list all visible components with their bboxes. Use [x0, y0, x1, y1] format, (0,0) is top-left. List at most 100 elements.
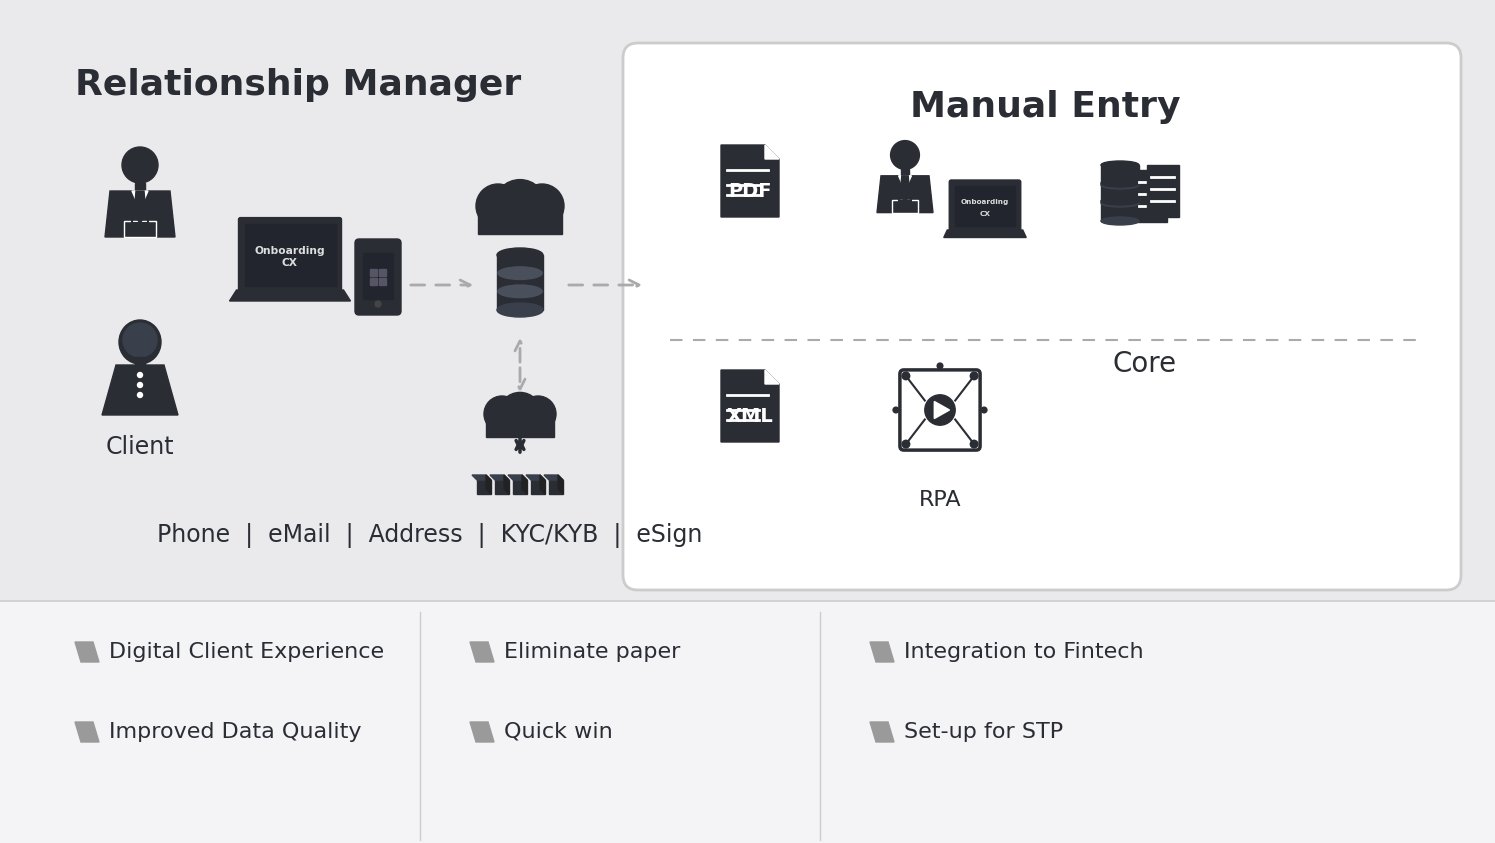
- Ellipse shape: [1100, 181, 1139, 189]
- Polygon shape: [526, 475, 546, 480]
- Polygon shape: [504, 475, 508, 494]
- Polygon shape: [472, 475, 490, 480]
- FancyBboxPatch shape: [239, 217, 341, 292]
- Circle shape: [123, 323, 157, 357]
- Circle shape: [484, 396, 520, 432]
- Circle shape: [937, 363, 943, 368]
- Ellipse shape: [120, 320, 161, 364]
- Ellipse shape: [496, 266, 543, 280]
- Text: CX: CX: [979, 211, 991, 217]
- Circle shape: [893, 407, 898, 413]
- Polygon shape: [490, 475, 508, 480]
- Circle shape: [375, 301, 381, 307]
- Polygon shape: [721, 145, 779, 217]
- Circle shape: [901, 372, 909, 379]
- Polygon shape: [558, 475, 564, 494]
- Polygon shape: [469, 722, 493, 742]
- Polygon shape: [230, 290, 350, 301]
- Polygon shape: [486, 475, 490, 494]
- Text: CX: CX: [283, 258, 298, 268]
- Polygon shape: [870, 642, 894, 662]
- Polygon shape: [105, 191, 175, 237]
- Text: Quick win: Quick win: [504, 722, 613, 742]
- Bar: [369, 269, 377, 276]
- Ellipse shape: [1100, 217, 1139, 225]
- Polygon shape: [540, 475, 546, 494]
- FancyBboxPatch shape: [623, 43, 1461, 590]
- Text: PDF: PDF: [728, 182, 771, 201]
- Circle shape: [138, 373, 142, 378]
- Circle shape: [925, 395, 955, 425]
- Circle shape: [475, 184, 520, 228]
- Polygon shape: [943, 230, 1026, 238]
- Bar: [132, 217, 148, 223]
- Ellipse shape: [1100, 199, 1139, 207]
- Polygon shape: [898, 176, 912, 191]
- Bar: [496, 255, 543, 310]
- Circle shape: [520, 184, 564, 228]
- Ellipse shape: [1100, 161, 1139, 169]
- Polygon shape: [765, 145, 779, 159]
- Ellipse shape: [496, 303, 543, 317]
- Circle shape: [498, 392, 541, 436]
- Bar: [531, 480, 546, 494]
- Bar: [135, 357, 145, 365]
- Bar: [363, 253, 393, 299]
- FancyBboxPatch shape: [354, 239, 401, 315]
- Polygon shape: [765, 370, 779, 384]
- Bar: [380, 269, 386, 276]
- FancyBboxPatch shape: [949, 180, 1021, 232]
- Bar: [477, 480, 490, 494]
- Circle shape: [981, 407, 987, 413]
- Circle shape: [493, 180, 546, 233]
- Text: Core: Core: [1112, 350, 1177, 378]
- Text: Set-up for STP: Set-up for STP: [904, 722, 1063, 742]
- Polygon shape: [75, 722, 99, 742]
- Bar: [513, 480, 528, 494]
- Bar: [898, 196, 912, 201]
- Polygon shape: [544, 475, 564, 480]
- Text: RPA: RPA: [919, 490, 961, 510]
- Polygon shape: [721, 370, 779, 442]
- Ellipse shape: [1100, 179, 1139, 187]
- Circle shape: [520, 396, 556, 432]
- Text: Onboarding: Onboarding: [961, 199, 1009, 205]
- Polygon shape: [508, 475, 528, 480]
- FancyBboxPatch shape: [0, 0, 1495, 600]
- Polygon shape: [135, 191, 147, 223]
- Circle shape: [891, 141, 919, 169]
- Text: Digital Client Experience: Digital Client Experience: [109, 642, 384, 662]
- Text: Client: Client: [106, 435, 175, 459]
- Bar: [1135, 170, 1168, 222]
- Circle shape: [123, 147, 158, 183]
- Ellipse shape: [496, 284, 543, 298]
- FancyBboxPatch shape: [0, 600, 1495, 843]
- Ellipse shape: [1100, 197, 1139, 205]
- Bar: [486, 410, 555, 437]
- Text: XML: XML: [727, 407, 773, 427]
- Circle shape: [138, 393, 142, 398]
- Bar: [1100, 165, 1139, 185]
- Bar: [124, 221, 155, 237]
- Bar: [245, 223, 335, 286]
- Circle shape: [901, 440, 909, 448]
- Bar: [369, 278, 377, 285]
- Text: Relationship Manager: Relationship Manager: [75, 68, 522, 102]
- Polygon shape: [870, 722, 894, 742]
- Bar: [549, 480, 564, 494]
- Text: Manual Entry: Manual Entry: [910, 90, 1180, 124]
- Bar: [893, 200, 918, 212]
- Polygon shape: [469, 642, 493, 662]
- Polygon shape: [878, 176, 933, 212]
- Circle shape: [970, 372, 978, 379]
- Bar: [955, 186, 1015, 226]
- Polygon shape: [900, 176, 910, 201]
- Polygon shape: [934, 401, 949, 419]
- Bar: [901, 169, 909, 176]
- Text: Eliminate paper: Eliminate paper: [504, 642, 680, 662]
- Bar: [1100, 201, 1139, 221]
- Circle shape: [970, 440, 978, 448]
- Polygon shape: [522, 475, 528, 494]
- Ellipse shape: [496, 248, 543, 262]
- Polygon shape: [132, 191, 148, 209]
